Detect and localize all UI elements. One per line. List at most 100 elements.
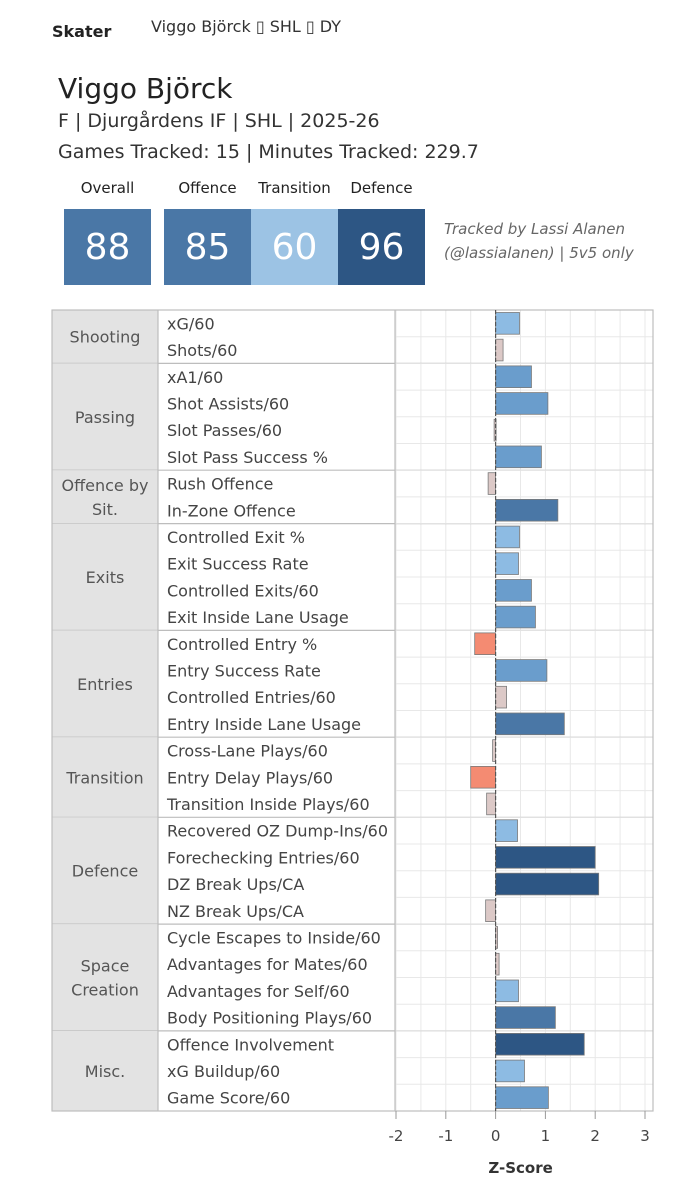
metric-label: In-Zone Offence [167, 501, 296, 520]
group-label: Exits [86, 568, 125, 587]
metric-label: Shot Assists/60 [167, 394, 289, 413]
transition-label: Transition [258, 179, 331, 197]
tick-label: -2 [389, 1127, 404, 1145]
metric-bar [495, 685, 507, 709]
group-label: Space [81, 957, 130, 976]
metric-bar [495, 1059, 525, 1083]
metric-bar [485, 899, 497, 923]
tick-label: 0 [491, 1127, 501, 1145]
group-label: Creation [71, 981, 139, 1000]
metric-label: xG Buildup/60 [167, 1062, 280, 1081]
group-label: Sit. [92, 500, 118, 519]
tick-label: 3 [640, 1127, 650, 1145]
metric-label: Transition Inside Plays/60 [166, 795, 370, 814]
overall-label: Overall [80, 179, 135, 197]
group-label: Transition [65, 768, 143, 787]
offence-label: Offence [178, 179, 237, 197]
group-cell [52, 523, 158, 631]
metric-label: Controlled Exits/60 [167, 581, 319, 600]
metric-label: DZ Break Ups/CA [167, 875, 304, 894]
tick-label: -1 [438, 1127, 453, 1145]
breadcrumb: Viggo Björck ▯ SHL ▯ DY [151, 17, 341, 36]
metric-label: Slot Passes/60 [167, 421, 282, 440]
tracker-note-line1: Tracked by Lassi Alanen [444, 220, 625, 238]
group-cell [52, 470, 158, 524]
metric-bar [495, 498, 559, 522]
player-info-line: F | Djurgårdens IF | SHL | 2025-26 [58, 110, 380, 132]
metric-label: Controlled Entry % [167, 635, 317, 654]
tick-label: 2 [590, 1127, 600, 1145]
group-cell [52, 363, 158, 471]
metric-bar [487, 472, 497, 495]
metric-bar [495, 1033, 585, 1056]
metric-label: Exit Success Rate [167, 555, 309, 574]
metric-bar [495, 979, 519, 1003]
metric-bar [495, 605, 536, 629]
metric-bar [495, 365, 532, 388]
metric-label: Body Positioning Plays/60 [167, 1009, 372, 1028]
metric-bar [495, 445, 542, 469]
metric-label: Advantages for Self/60 [167, 982, 350, 1001]
metric-bar [495, 552, 519, 575]
metric-label: Entry Inside Lane Usage [167, 715, 361, 734]
metric-label: Entry Success Rate [167, 661, 321, 680]
metric-bar [495, 312, 520, 335]
group-label: Entries [77, 675, 133, 694]
metric-bar [495, 392, 549, 415]
metric-bar [495, 525, 520, 549]
metric-label: xA1/60 [167, 368, 223, 387]
tracker-note-line2: (@lassialanen) | 5v5 only [444, 244, 634, 262]
metric-label: Advantages for Mates/60 [167, 955, 368, 974]
group-label: Shooting [70, 328, 141, 347]
metric-bar [495, 846, 596, 869]
metric-bar [495, 1006, 556, 1029]
metric-label: Game Score/60 [167, 1089, 290, 1108]
metric-label: NZ Break Ups/CA [167, 902, 304, 921]
metric-bar [486, 792, 496, 816]
group-cell [52, 737, 158, 818]
top-bar: Skater Viggo Björck ▯ SHL ▯ DY [0, 0, 691, 60]
group-label: Passing [75, 408, 135, 427]
metric-bar [495, 819, 518, 842]
metric-label: Recovered OZ Dump-Ins/60 [167, 822, 388, 841]
group-label: Misc. [85, 1062, 125, 1081]
offence-rating: 85 [164, 209, 251, 285]
metric-label: Slot Pass Success % [167, 448, 328, 467]
metric-bar [495, 1086, 549, 1109]
metric-bar [495, 579, 532, 602]
metric-label: Rush Offence [167, 475, 273, 494]
transition-rating: 60 [251, 209, 338, 285]
group-cell [52, 817, 158, 925]
metric-label: Entry Delay Plays/60 [167, 768, 333, 787]
group-cell [52, 1030, 158, 1111]
defence-label: Defence [350, 179, 413, 197]
metric-label: Cross-Lane Plays/60 [167, 742, 328, 761]
metric-label: Forechecking Entries/60 [167, 848, 360, 867]
group-cell [52, 310, 158, 364]
player-name: Viggo Björck [58, 72, 233, 105]
group-cell [52, 924, 158, 1031]
tracked-line: Games Tracked: 15 | Minutes Tracked: 229… [58, 141, 479, 163]
metric-label: Offence Involvement [167, 1035, 334, 1054]
metric-bar [495, 338, 504, 362]
table-border [51, 309, 654, 1112]
group-label: Defence [72, 862, 138, 881]
zscore-bar-chart: Shooting xG/60 Shots/60 Passing xA1/60 Shot A… [51, 309, 654, 1177]
group-label: Offence by [62, 476, 149, 495]
metric-bar [495, 659, 548, 682]
metric-label: Cycle Escapes to Inside/60 [167, 928, 381, 947]
x-axis-title: Z-Score [488, 1159, 552, 1177]
metric-bar [474, 632, 496, 656]
metric-label: Controlled Entries/60 [167, 688, 336, 707]
defence-rating: 96 [338, 209, 425, 285]
overall-rating: 88 [64, 209, 151, 285]
metric-label: Exit Inside Lane Usage [167, 608, 349, 627]
group-cell [52, 630, 158, 738]
tick-label: 1 [541, 1127, 551, 1145]
metric-label: Shots/60 [167, 341, 237, 360]
metric-bar [495, 872, 600, 896]
skater-tab[interactable]: Skater [52, 22, 112, 41]
metric-bar [495, 712, 565, 736]
metric-bar [470, 766, 497, 789]
metric-label: xG/60 [167, 314, 215, 333]
